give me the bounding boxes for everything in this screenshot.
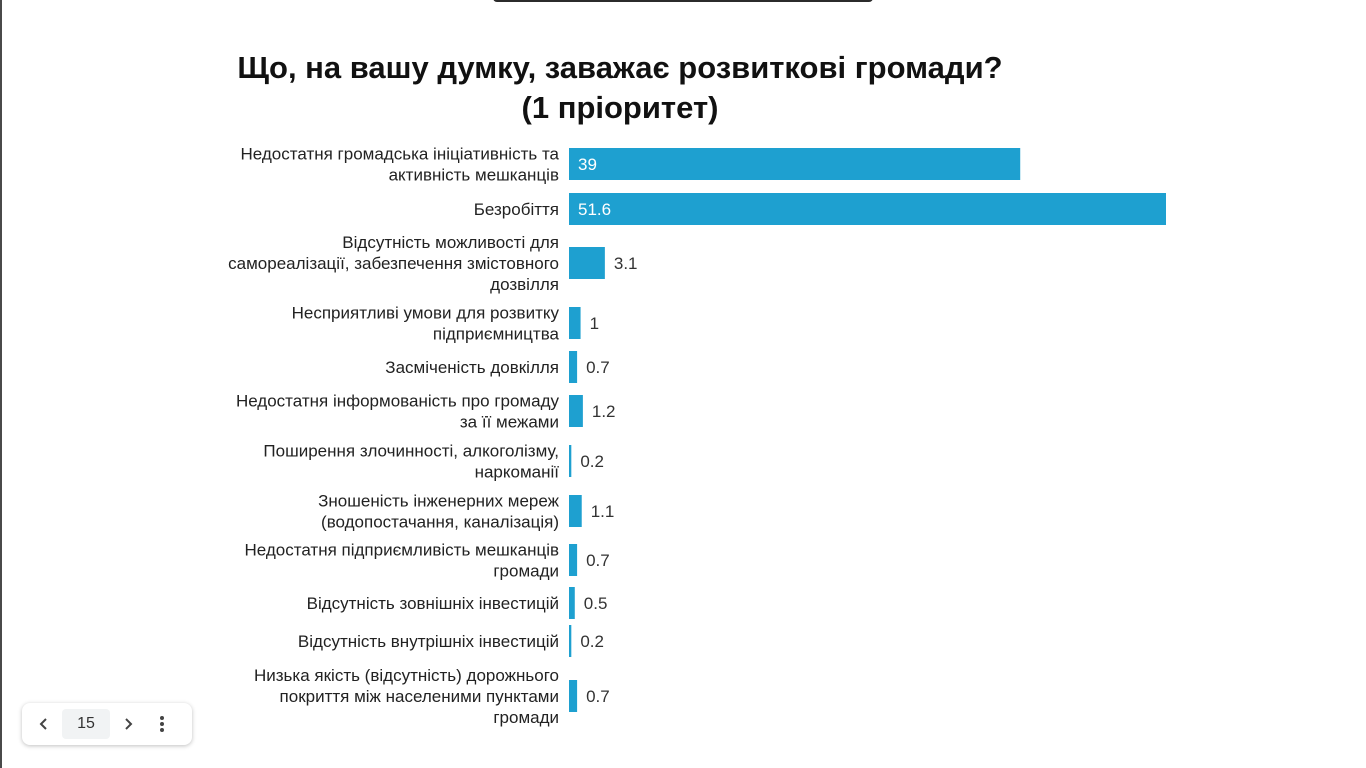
bar-9	[569, 587, 575, 619]
bar-10	[569, 625, 572, 657]
bar-value-label-5: 1.2	[592, 402, 616, 421]
category-label-4: Засміченість довкілля	[385, 358, 559, 377]
chevron-right-icon	[122, 717, 134, 731]
bar-2	[569, 247, 605, 279]
bar-value-label-6: 0.2	[580, 452, 604, 471]
bar-8	[569, 544, 578, 576]
bar-11	[569, 680, 578, 712]
bar-value-label-7: 1.1	[591, 502, 615, 521]
bar-5	[569, 395, 583, 427]
bar-4	[569, 351, 578, 383]
bar-value-label-0: 39	[578, 155, 597, 174]
bar-0	[569, 148, 1021, 180]
bar-value-label-4: 0.7	[586, 358, 610, 377]
top-toolbar-handle	[493, 0, 873, 2]
chart-title-line-1: Що, на вашу думку, заважає розвиткові гр…	[237, 50, 1003, 85]
bar-3	[569, 307, 581, 339]
page-number[interactable]: 15	[62, 709, 110, 739]
category-label-9: Відсутність зовнішніх інвестицій	[307, 594, 559, 613]
bar-value-label-8: 0.7	[586, 551, 610, 570]
chevron-left-icon	[38, 717, 50, 731]
bar-value-label-9: 0.5	[584, 594, 608, 613]
bar-1	[569, 193, 1166, 225]
next-page-button[interactable]	[116, 709, 140, 739]
bar-value-label-1: 51.6	[578, 200, 611, 219]
category-label-8: Недостатня підприємливість мешканців гром…	[245, 541, 560, 581]
left-edge-rule	[0, 0, 2, 768]
category-label-0: Недостатня громадська ініціативність та а…	[241, 145, 560, 185]
category-label-2: Відсутність можливості для самореалізації…	[228, 233, 559, 294]
category-label-1: Безробіття	[474, 200, 559, 219]
prev-page-button[interactable]	[32, 709, 56, 739]
category-label-5: Недостатня інформованість про громаду за …	[236, 392, 560, 432]
more-options-button[interactable]	[150, 709, 174, 739]
bar-value-label-10: 0.2	[580, 632, 604, 651]
category-label-3: Несприятливі умови для розвитку підприємн…	[292, 304, 560, 344]
bar-value-label-3: 1	[590, 314, 599, 333]
category-label-7: Зношеність інженерних мереж (водопостачан…	[318, 492, 559, 532]
bar-7	[569, 495, 582, 527]
chart-title: Що, на вашу думку, заважає розвиткові гр…	[80, 48, 1160, 128]
bar-6	[569, 445, 572, 477]
chart-title-line-2: (1 пріоритет)	[521, 90, 719, 125]
slide-pager: 15	[22, 703, 192, 745]
bar-value-label-2: 3.1	[614, 254, 638, 273]
more-vertical-icon	[159, 715, 165, 733]
category-label-10: Відсутність внутрішніх інвестицій	[298, 632, 559, 651]
category-label-11: Низька якість (відсутність) дорожнього по…	[254, 666, 559, 727]
bar-value-label-11: 0.7	[586, 687, 610, 706]
category-label-6: Поширення злочинності, алкоголізму, нарко…	[263, 442, 559, 482]
